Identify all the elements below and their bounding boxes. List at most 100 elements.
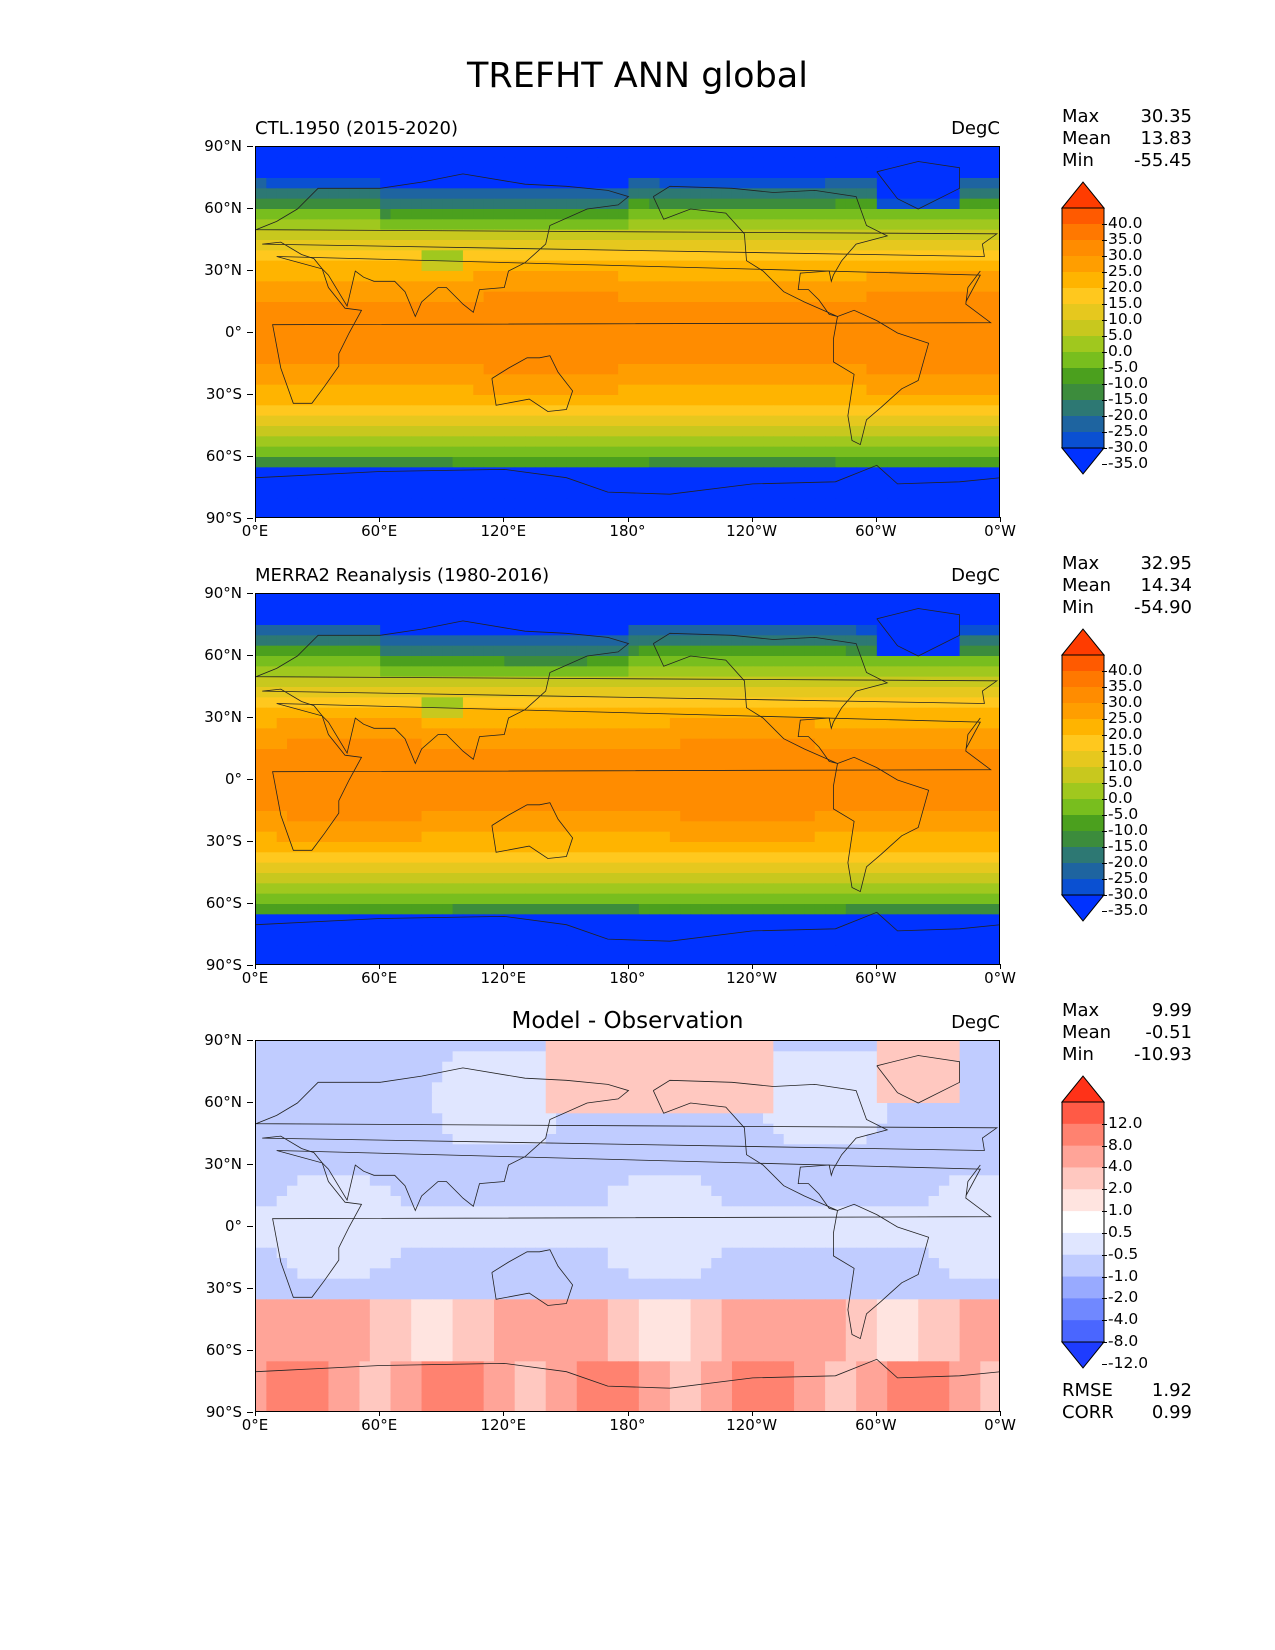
field-cell xyxy=(328,862,340,874)
field-cell xyxy=(535,759,547,771)
field-cell xyxy=(763,604,774,616)
field-cell xyxy=(804,498,816,510)
field-cell xyxy=(731,467,743,479)
field-cell xyxy=(556,240,568,251)
field-cell xyxy=(400,229,412,241)
field-cell xyxy=(669,250,681,262)
colorbar-tick-label: 5.0 xyxy=(1108,326,1133,344)
field-cell xyxy=(721,457,733,468)
field-cell xyxy=(597,687,609,698)
field-cell xyxy=(773,862,785,874)
field-cell xyxy=(556,718,568,729)
field-cell xyxy=(276,457,288,468)
field-cell xyxy=(866,426,878,437)
field-cell xyxy=(380,353,392,365)
field-cell xyxy=(876,759,888,771)
field-cell xyxy=(566,811,578,822)
field-cell xyxy=(949,147,961,158)
field-cell xyxy=(359,457,371,468)
field-cell xyxy=(628,811,640,822)
field-cell xyxy=(504,178,516,189)
field-cell xyxy=(990,645,999,657)
field-cell xyxy=(690,862,702,874)
field-cell xyxy=(959,842,971,853)
field-cell xyxy=(566,749,578,760)
field-cell xyxy=(711,718,723,729)
field-cell xyxy=(618,302,630,313)
field-cell xyxy=(773,687,785,698)
field-cell xyxy=(659,728,671,740)
field-cell xyxy=(783,188,795,200)
field-cell xyxy=(452,769,464,781)
field-cell xyxy=(969,790,981,802)
field-cell xyxy=(462,467,474,479)
field-cell xyxy=(338,343,350,355)
field-cell xyxy=(731,842,743,853)
field-cell xyxy=(411,353,423,365)
field-cell xyxy=(607,656,619,667)
field-cell xyxy=(659,364,671,375)
field-cell xyxy=(990,811,999,822)
field-cell xyxy=(390,800,402,812)
field-cell xyxy=(804,219,816,231)
field-cell xyxy=(711,147,723,158)
field-cell xyxy=(628,178,640,189)
field-cell xyxy=(752,260,764,272)
field-cell xyxy=(680,780,692,791)
field-cell xyxy=(607,697,619,709)
field-cell xyxy=(556,343,568,355)
field-cell xyxy=(576,811,588,822)
field-cell xyxy=(297,873,309,884)
field-cell xyxy=(638,250,650,262)
field-cell xyxy=(628,374,640,386)
field-cell xyxy=(514,759,526,771)
field-cell xyxy=(700,635,712,647)
field-cell xyxy=(607,229,619,241)
field-cell xyxy=(659,749,671,760)
field-cell xyxy=(493,625,505,636)
field-cell xyxy=(711,780,723,791)
field-cell xyxy=(349,457,361,468)
field-cell xyxy=(369,312,381,324)
field-cell xyxy=(763,893,774,905)
field-cell xyxy=(318,436,330,448)
field-cell xyxy=(866,467,878,479)
field-cell xyxy=(680,697,692,709)
field-cell xyxy=(390,405,402,417)
field-cell xyxy=(638,446,650,458)
field-cell xyxy=(887,353,899,365)
field-cell xyxy=(266,498,278,510)
field-cell xyxy=(473,904,485,915)
temperature-map xyxy=(255,146,1000,518)
field-cell xyxy=(307,250,319,262)
field-cell xyxy=(618,436,630,448)
field-cell xyxy=(866,178,878,189)
field-cell xyxy=(400,395,412,406)
field-cell xyxy=(742,728,754,740)
field-cell xyxy=(845,614,857,626)
field-cell xyxy=(400,656,412,667)
field-cell xyxy=(545,167,557,179)
field-cell xyxy=(907,873,919,884)
field-cell xyxy=(390,271,402,282)
field-cell xyxy=(266,426,278,437)
field-cell xyxy=(680,738,692,750)
field-cell xyxy=(794,188,806,200)
field-cell xyxy=(969,842,981,853)
field-cell xyxy=(607,405,619,417)
field-cell xyxy=(462,625,474,636)
field-cell xyxy=(938,436,950,448)
field-cell xyxy=(980,508,992,517)
field-cell xyxy=(576,415,588,427)
field-cell xyxy=(721,697,733,709)
field-cell xyxy=(369,271,381,282)
field-cell xyxy=(711,811,723,822)
field-cell xyxy=(897,157,909,169)
field-cell xyxy=(949,759,961,771)
field-cell xyxy=(318,614,330,626)
field-cell xyxy=(700,343,712,355)
field-cell xyxy=(618,405,630,417)
field-cell xyxy=(721,498,733,510)
colorbar-extend-min xyxy=(1060,447,1106,475)
field-cell xyxy=(845,302,857,313)
